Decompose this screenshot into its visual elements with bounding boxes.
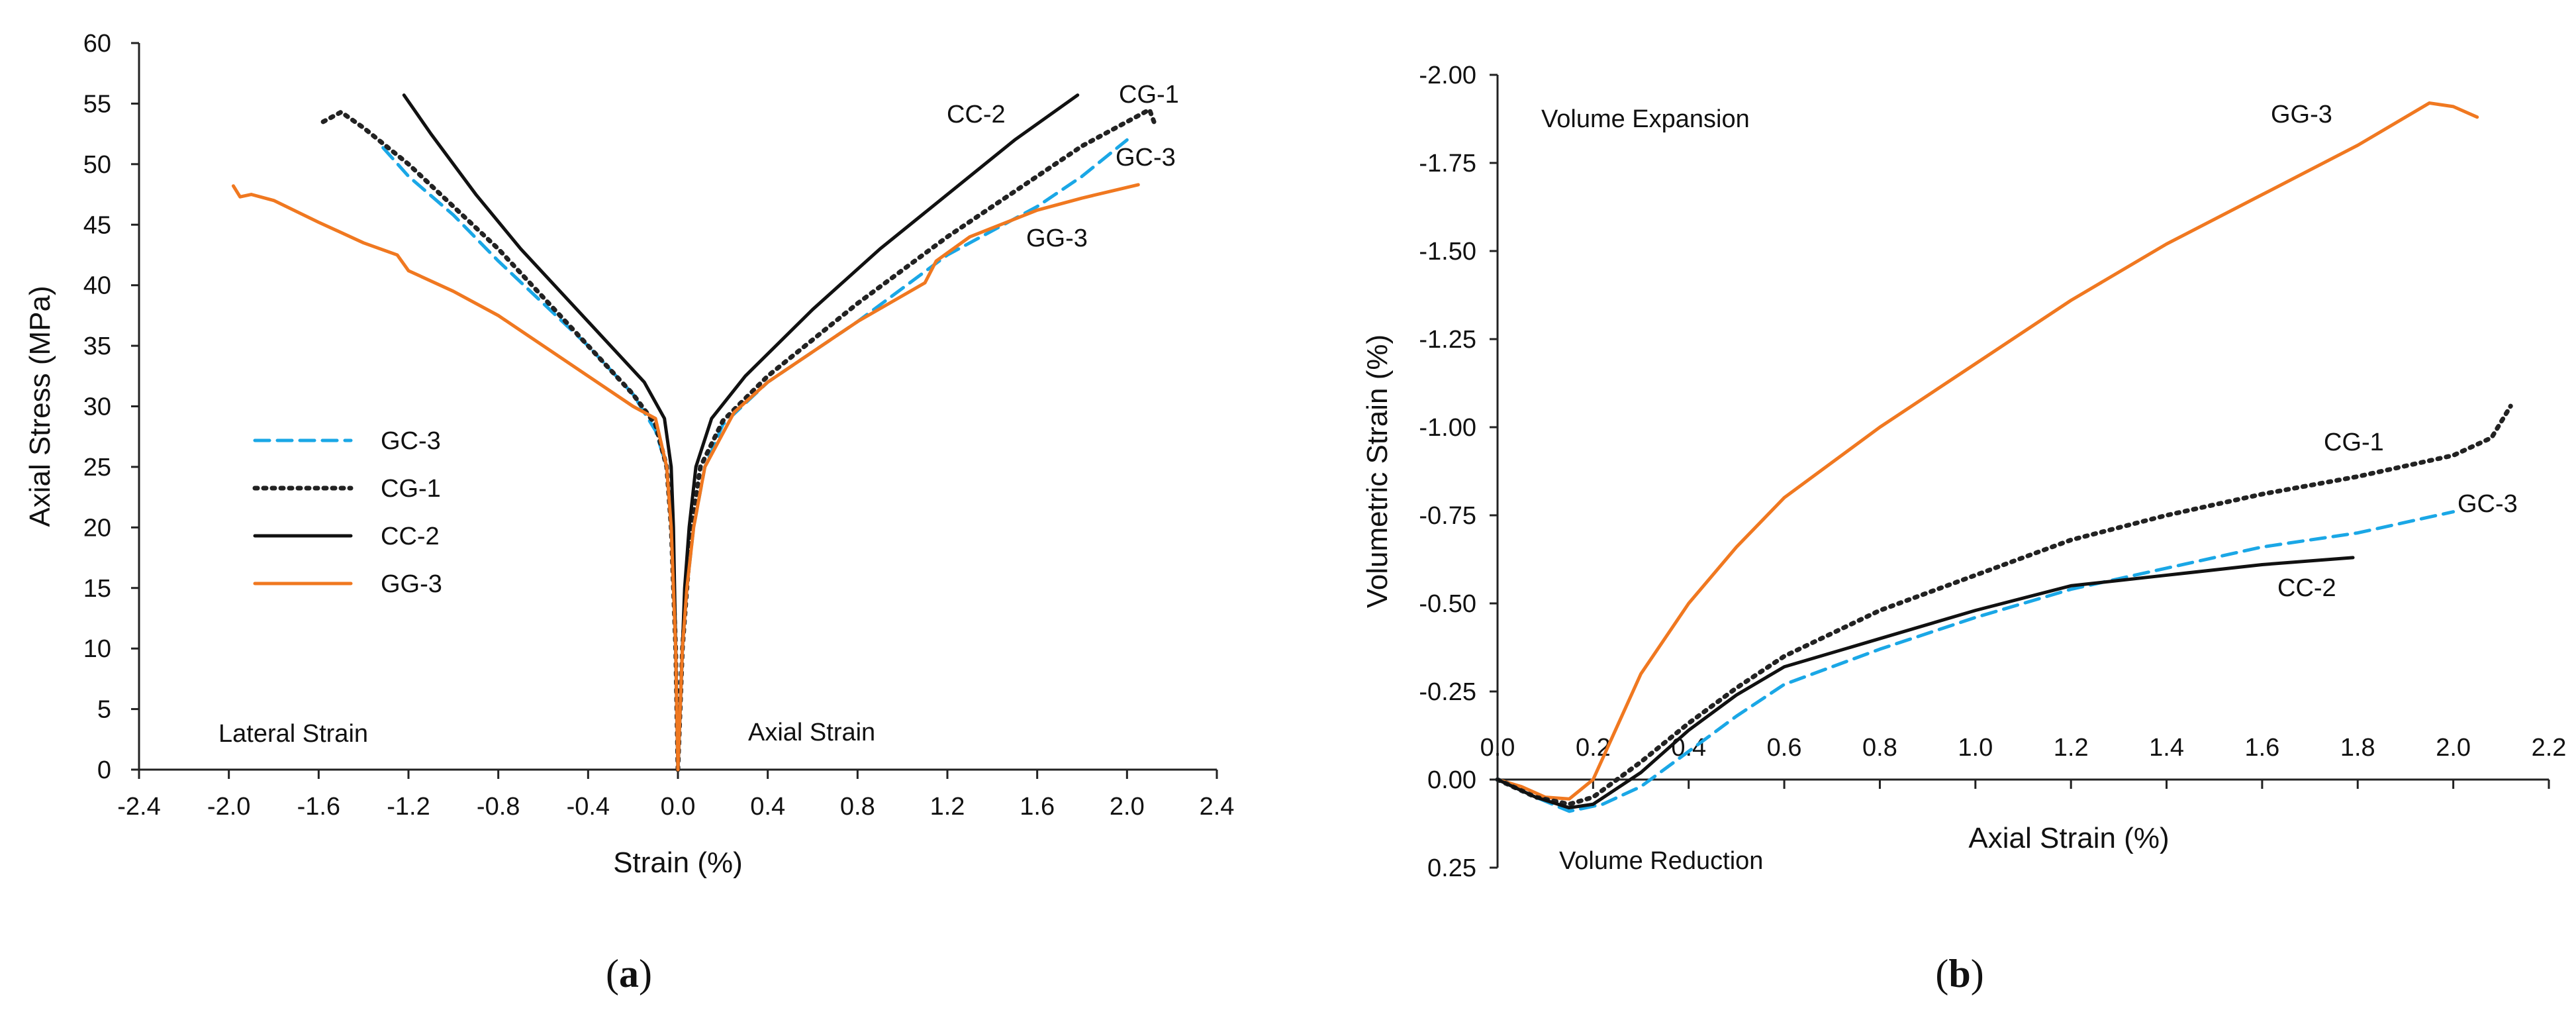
annotation-lateral-strain: Lateral Strain	[218, 720, 368, 748]
series-cg-1-axial	[675, 107, 1157, 772]
x-tick-label: -1.2	[387, 793, 430, 821]
x-tick-label: 0.8	[840, 793, 875, 821]
series-gg-3-lateral	[231, 184, 680, 772]
annotation-axial-strain: Axial Strain	[748, 719, 875, 746]
legend-label-gg-3: GG-3	[381, 570, 442, 598]
y-tick-label: 0.00	[1427, 766, 1476, 794]
y-axis-title: Volumetric Strain (%)	[1361, 334, 1394, 608]
x-tick-label: 0.8	[1862, 734, 1897, 762]
x-tick-label: 1.6	[2244, 734, 2279, 762]
y-tick-label: -1.75	[1419, 150, 1476, 178]
series-gc-3	[1496, 510, 2456, 813]
y-tick-label: -0.25	[1419, 678, 1476, 706]
panel-label-b: (b)	[1935, 952, 1983, 995]
x-tick-label: 2.4	[1200, 793, 1235, 821]
series-label-cc-2: CC-2	[947, 101, 1006, 128]
x-tick-label: -2.4	[117, 793, 160, 821]
series-cc-2	[1496, 556, 2355, 810]
y-tick-label: 20	[83, 514, 111, 542]
y-tick-label: 60	[83, 30, 111, 58]
x-tick-label: 0.4	[750, 793, 785, 821]
series-cg-1-lateral	[320, 109, 681, 772]
x-tick-label: 0.2	[1576, 734, 1611, 762]
series-label-cg-1: CG-1	[1119, 81, 1179, 109]
series-cg-1	[1495, 403, 2513, 807]
x-tick-label: -2.0	[207, 793, 250, 821]
annotation-volume-reduction: Volume Reduction	[1559, 847, 1763, 875]
y-tick-label: 5	[97, 696, 111, 724]
y-tick-label: 35	[83, 332, 111, 360]
legend-label-cg-1: CG-1	[381, 475, 441, 503]
x-tick-label: -1.6	[297, 793, 340, 821]
series-label-gg-3: GG-3	[1026, 225, 1088, 252]
x-tick-label: 2.2	[2532, 734, 2567, 762]
y-tick-label: -0.50	[1419, 590, 1476, 618]
x-tick-label: 1.2	[2054, 734, 2089, 762]
y-tick-label: 0	[97, 756, 111, 784]
y-tick-label: 10	[83, 635, 111, 663]
series-label-gc-3: GC-3	[2457, 490, 2518, 518]
x-tick-label: 2.0	[2436, 734, 2471, 762]
x-tick-label: 0.0	[1480, 734, 1515, 762]
x-tick-label: 0.6	[1767, 734, 1802, 762]
x-tick-label: 0.4	[1671, 734, 1706, 762]
series-label-gg-3: GG-3	[2271, 101, 2332, 128]
series-gg-3-axial	[676, 183, 1140, 772]
chart-a: 0 5 10 15 20 25 30 35 40 45 50 55 60 -2.4 -2.0 -1.6 -1.2…	[24, 30, 1234, 879]
y-tick-label: -1.50	[1419, 238, 1476, 266]
series-gg-3	[1496, 101, 2479, 801]
x-tick-label: 1.4	[2149, 734, 2184, 762]
y-tick-label: 0.25	[1427, 854, 1476, 882]
panel-label-a: (a)	[606, 952, 652, 995]
x-tick-label: 0.0	[661, 793, 696, 821]
series-label-cc-2: CC-2	[2277, 574, 2336, 602]
y-tick-label: 15	[83, 575, 111, 603]
series-label-gc-3: GC-3	[1116, 144, 1176, 172]
y-tick-label: -0.75	[1419, 502, 1476, 530]
legend-label-gc-3: GC-3	[381, 427, 441, 455]
series-cc-2-axial	[676, 93, 1080, 772]
x-tick-label: 2.0	[1110, 793, 1145, 821]
series-gc-3-lateral	[379, 144, 680, 772]
y-tick-label: -1.25	[1419, 326, 1476, 354]
x-tick-label: -0.4	[567, 793, 610, 821]
chart-b: -2.00 -1.75 -1.50 -1.25 -1.00 -0.75 -0.50 -0.25…	[1361, 62, 2566, 882]
x-axis-title: Axial Strain (%)	[1968, 822, 2169, 854]
x-tick-label: 1.2	[930, 793, 965, 821]
y-tick-label: 50	[83, 151, 111, 179]
y-tick-label: -2.00	[1419, 62, 1476, 89]
series-label-cg-1: CG-1	[2324, 429, 2384, 456]
x-tick-label: 1.0	[1958, 734, 1993, 762]
x-tick-label: -0.8	[477, 793, 520, 821]
y-tick-label: 25	[83, 454, 111, 482]
y-tick-label: -1.00	[1419, 414, 1476, 442]
x-tick-label: 1.6	[1020, 793, 1055, 821]
y-axis-title: Axial Stress (MPa)	[24, 285, 56, 527]
legend-label-cc-2: CC-2	[381, 523, 440, 550]
y-tick-label: 30	[83, 393, 111, 421]
annotation-volume-expansion: Volume Expansion	[1541, 105, 1750, 133]
y-tick-label: 55	[83, 90, 111, 118]
x-axis-title: Strain (%)	[613, 846, 743, 879]
x-tick-label: 1.8	[2340, 734, 2375, 762]
y-tick-label: 45	[83, 211, 111, 239]
y-tick-label: 40	[83, 272, 111, 300]
